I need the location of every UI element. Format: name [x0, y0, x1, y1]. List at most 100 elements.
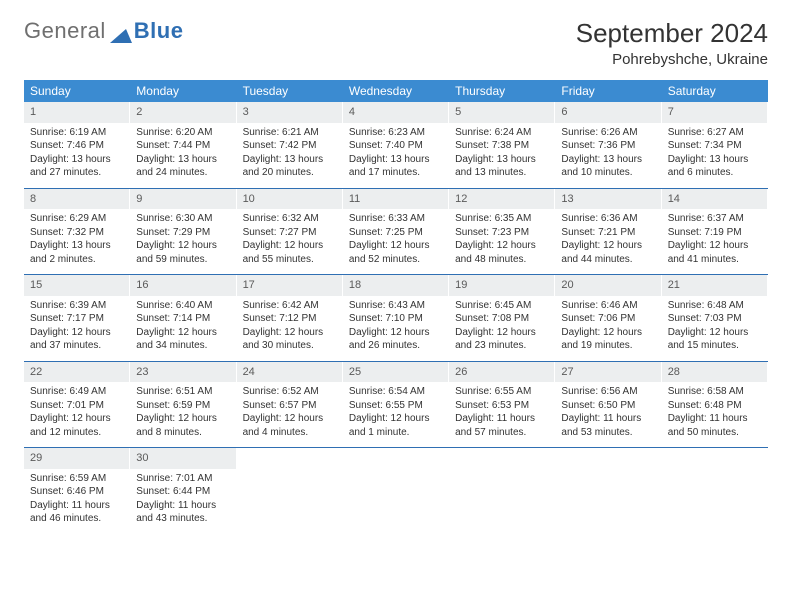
day-cell: 12Sunrise: 6:35 AMSunset: 7:23 PMDayligh… [449, 189, 555, 275]
day-cell: 18Sunrise: 6:43 AMSunset: 7:10 PMDayligh… [343, 275, 449, 361]
daylight-line: Daylight: 13 hours and 27 minutes. [30, 153, 124, 180]
day-cell: 23Sunrise: 6:51 AMSunset: 6:59 PMDayligh… [130, 362, 236, 448]
day-cell: 17Sunrise: 6:42 AMSunset: 7:12 PMDayligh… [237, 275, 343, 361]
day-cell: 2Sunrise: 6:20 AMSunset: 7:44 PMDaylight… [130, 102, 236, 188]
calendar-table: Sunday Monday Tuesday Wednesday Thursday… [24, 80, 768, 534]
day-body: Sunrise: 6:52 AMSunset: 6:57 PMDaylight:… [237, 382, 343, 445]
weekday-header: Saturday [662, 80, 768, 102]
day-cell: 8Sunrise: 6:29 AMSunset: 7:32 PMDaylight… [24, 189, 130, 275]
sunrise-line: Sunrise: 6:48 AM [668, 299, 762, 313]
brand-part1: General [24, 18, 106, 44]
sunset-line: Sunset: 7:42 PM [243, 139, 337, 153]
sunset-line: Sunset: 7:06 PM [561, 312, 655, 326]
day-number: 5 [449, 102, 555, 123]
daylight-line: Daylight: 12 hours and 30 minutes. [243, 326, 337, 353]
day-cell: 3Sunrise: 6:21 AMSunset: 7:42 PMDaylight… [237, 102, 343, 188]
day-cell: 29Sunrise: 6:59 AMSunset: 6:46 PMDayligh… [24, 448, 130, 534]
sunset-line: Sunset: 7:29 PM [136, 226, 230, 240]
month-title: September 2024 [576, 18, 768, 49]
daylight-line: Daylight: 12 hours and 37 minutes. [30, 326, 124, 353]
week-row: 22Sunrise: 6:49 AMSunset: 7:01 PMDayligh… [24, 362, 768, 448]
day-cell [662, 448, 768, 534]
weekday-header: Thursday [449, 80, 555, 102]
day-number: 15 [24, 275, 130, 296]
day-number: 1 [24, 102, 130, 123]
day-cell: 10Sunrise: 6:32 AMSunset: 7:27 PMDayligh… [237, 189, 343, 275]
day-body: Sunrise: 6:56 AMSunset: 6:50 PMDaylight:… [555, 382, 661, 445]
sunset-line: Sunset: 7:32 PM [30, 226, 124, 240]
sunset-line: Sunset: 7:27 PM [243, 226, 337, 240]
day-cell: 25Sunrise: 6:54 AMSunset: 6:55 PMDayligh… [343, 362, 449, 448]
day-cell: 7Sunrise: 6:27 AMSunset: 7:34 PMDaylight… [662, 102, 768, 188]
sunrise-line: Sunrise: 6:46 AM [561, 299, 655, 313]
sunset-line: Sunset: 6:44 PM [136, 485, 230, 499]
brand-part2: Blue [134, 18, 184, 44]
daylight-line: Daylight: 11 hours and 53 minutes. [561, 412, 655, 439]
sunset-line: Sunset: 7:38 PM [455, 139, 549, 153]
sunset-line: Sunset: 7:34 PM [668, 139, 762, 153]
sunset-line: Sunset: 6:59 PM [136, 399, 230, 413]
day-number: 20 [555, 275, 661, 296]
day-cell: 21Sunrise: 6:48 AMSunset: 7:03 PMDayligh… [662, 275, 768, 361]
title-block: September 2024 Pohrebyshche, Ukraine [576, 18, 768, 68]
day-body: Sunrise: 6:48 AMSunset: 7:03 PMDaylight:… [662, 296, 768, 359]
sunrise-line: Sunrise: 6:26 AM [561, 126, 655, 140]
daylight-line: Daylight: 13 hours and 17 minutes. [349, 153, 443, 180]
day-cell: 28Sunrise: 6:58 AMSunset: 6:48 PMDayligh… [662, 362, 768, 448]
sunset-line: Sunset: 7:46 PM [30, 139, 124, 153]
sunrise-line: Sunrise: 6:58 AM [668, 385, 762, 399]
day-body: Sunrise: 6:58 AMSunset: 6:48 PMDaylight:… [662, 382, 768, 445]
weekday-header: Monday [130, 80, 236, 102]
day-body: Sunrise: 6:35 AMSunset: 7:23 PMDaylight:… [449, 209, 555, 272]
sunset-line: Sunset: 7:23 PM [455, 226, 549, 240]
sunrise-line: Sunrise: 6:33 AM [349, 212, 443, 226]
day-body: Sunrise: 6:19 AMSunset: 7:46 PMDaylight:… [24, 123, 130, 186]
day-body: Sunrise: 6:39 AMSunset: 7:17 PMDaylight:… [24, 296, 130, 359]
day-number: 7 [662, 102, 768, 123]
day-body: Sunrise: 7:01 AMSunset: 6:44 PMDaylight:… [130, 469, 236, 532]
day-number: 10 [237, 189, 343, 210]
sunset-line: Sunset: 6:50 PM [561, 399, 655, 413]
sunrise-line: Sunrise: 7:01 AM [136, 472, 230, 486]
day-cell: 13Sunrise: 6:36 AMSunset: 7:21 PMDayligh… [555, 189, 661, 275]
day-number: 12 [449, 189, 555, 210]
brand-triangle-icon [110, 23, 132, 39]
day-number: 23 [130, 362, 236, 383]
sunrise-line: Sunrise: 6:20 AM [136, 126, 230, 140]
day-body: Sunrise: 6:32 AMSunset: 7:27 PMDaylight:… [237, 209, 343, 272]
daylight-line: Daylight: 12 hours and 23 minutes. [455, 326, 549, 353]
day-number: 2 [130, 102, 236, 123]
day-number: 16 [130, 275, 236, 296]
daylight-line: Daylight: 13 hours and 20 minutes. [243, 153, 337, 180]
day-number: 9 [130, 189, 236, 210]
sunrise-line: Sunrise: 6:35 AM [455, 212, 549, 226]
day-number: 11 [343, 189, 449, 210]
day-body: Sunrise: 6:45 AMSunset: 7:08 PMDaylight:… [449, 296, 555, 359]
week-row: 8Sunrise: 6:29 AMSunset: 7:32 PMDaylight… [24, 189, 768, 275]
day-number: 30 [130, 448, 236, 469]
sunset-line: Sunset: 6:57 PM [243, 399, 337, 413]
day-cell: 19Sunrise: 6:45 AMSunset: 7:08 PMDayligh… [449, 275, 555, 361]
day-body: Sunrise: 6:37 AMSunset: 7:19 PMDaylight:… [662, 209, 768, 272]
sunrise-line: Sunrise: 6:27 AM [668, 126, 762, 140]
day-number: 22 [24, 362, 130, 383]
day-body: Sunrise: 6:54 AMSunset: 6:55 PMDaylight:… [343, 382, 449, 445]
sunrise-line: Sunrise: 6:54 AM [349, 385, 443, 399]
day-body: Sunrise: 6:43 AMSunset: 7:10 PMDaylight:… [343, 296, 449, 359]
day-number: 18 [343, 275, 449, 296]
sunrise-line: Sunrise: 6:43 AM [349, 299, 443, 313]
sunset-line: Sunset: 7:44 PM [136, 139, 230, 153]
sunrise-line: Sunrise: 6:45 AM [455, 299, 549, 313]
day-cell: 4Sunrise: 6:23 AMSunset: 7:40 PMDaylight… [343, 102, 449, 188]
day-number: 29 [24, 448, 130, 469]
day-cell: 16Sunrise: 6:40 AMSunset: 7:14 PMDayligh… [130, 275, 236, 361]
sunrise-line: Sunrise: 6:21 AM [243, 126, 337, 140]
sunset-line: Sunset: 7:08 PM [455, 312, 549, 326]
day-body: Sunrise: 6:21 AMSunset: 7:42 PMDaylight:… [237, 123, 343, 186]
daylight-line: Daylight: 12 hours and 19 minutes. [561, 326, 655, 353]
day-number: 26 [449, 362, 555, 383]
sunrise-line: Sunrise: 6:30 AM [136, 212, 230, 226]
day-body: Sunrise: 6:27 AMSunset: 7:34 PMDaylight:… [662, 123, 768, 186]
location: Pohrebyshche, Ukraine [576, 51, 768, 68]
sunrise-line: Sunrise: 6:59 AM [30, 472, 124, 486]
